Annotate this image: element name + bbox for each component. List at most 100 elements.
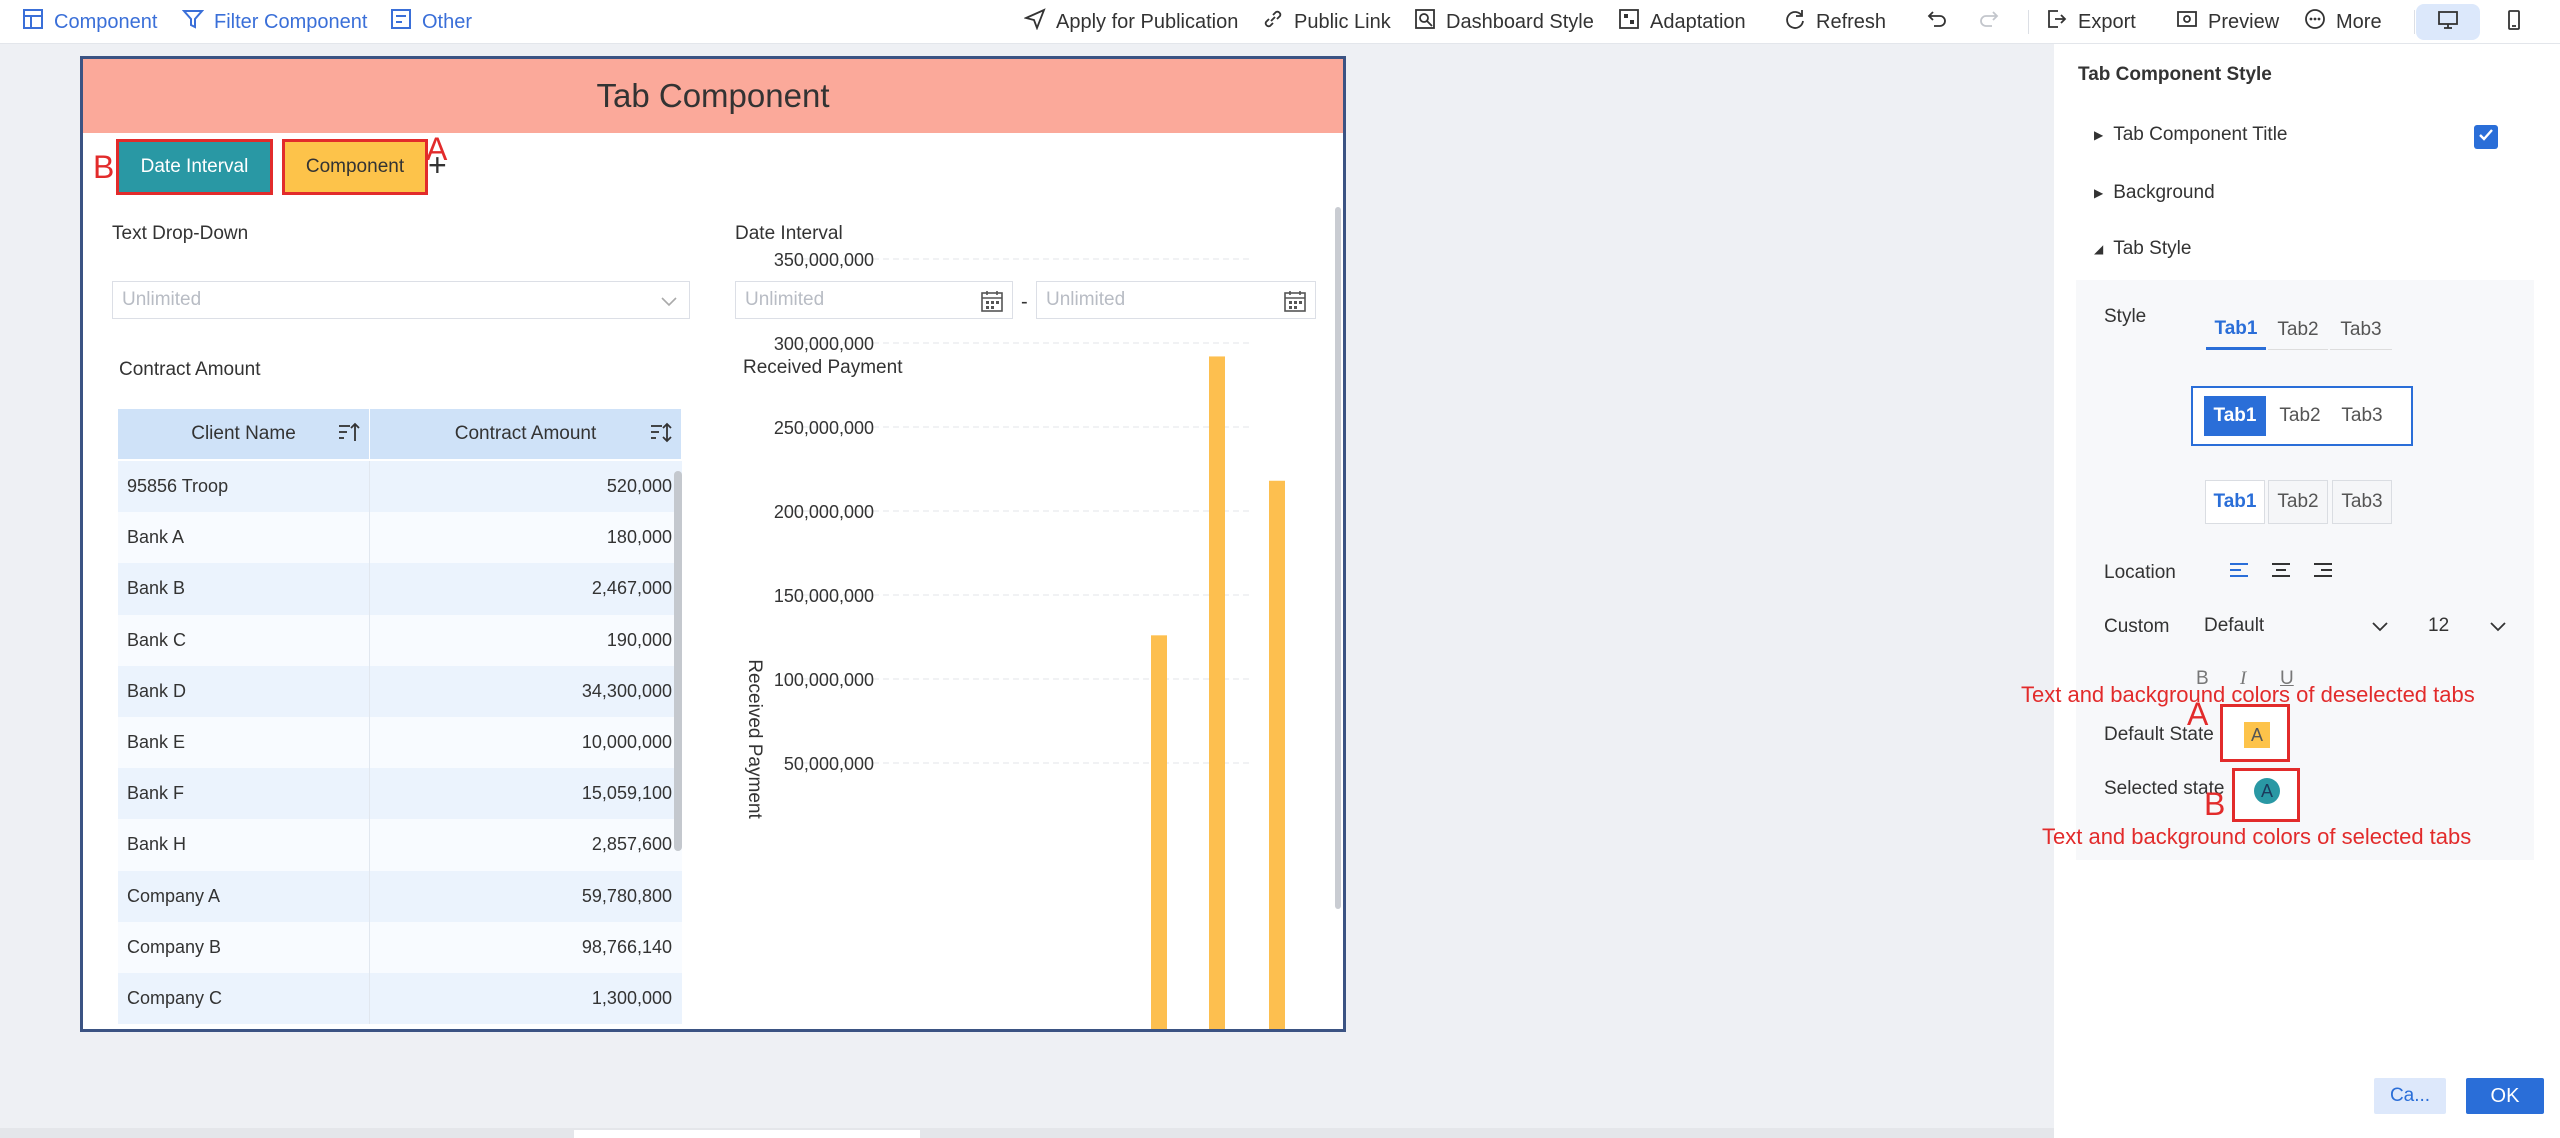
- chart-y-tick-label: 150,000,000: [774, 586, 874, 606]
- adaptation-button[interactable]: Adaptation: [1618, 0, 1746, 44]
- component-menu[interactable]: Component: [22, 0, 157, 44]
- font-family-select[interactable]: Default: [2190, 608, 2400, 644]
- caret-right-icon: ▶: [2094, 128, 2104, 142]
- refresh-button[interactable]: Refresh: [1784, 0, 1886, 44]
- table-row[interactable]: Company A 59,780,800: [118, 870, 682, 922]
- text-dropdown-placeholder: Unlimited: [122, 289, 202, 310]
- chart-bar[interactable]: [1269, 480, 1285, 1029]
- style2-tab2[interactable]: Tab2: [2279, 405, 2321, 426]
- font-size-select[interactable]: 12: [2414, 608, 2518, 644]
- cell-contract-amount: 2,857,600: [591, 834, 672, 855]
- section-tab-style[interactable]: ◢ Tab Style: [2094, 238, 2191, 260]
- other-add-icon: [390, 8, 412, 36]
- annotation-a-marker: A: [2187, 696, 2209, 732]
- bottom-page-tab[interactable]: [574, 1130, 920, 1138]
- table-row[interactable]: Company C 1,300,000: [118, 972, 682, 1025]
- chart-y-tick-label: 50,000,000: [784, 754, 874, 774]
- tab-component-title: Tab Component: [83, 59, 1343, 133]
- annotation-selected-text: Text and background colors of selected t…: [2042, 824, 2472, 849]
- section-background[interactable]: ▶ Background: [2094, 182, 2215, 204]
- table-scrollbar[interactable]: [674, 471, 682, 851]
- cancel-button[interactable]: Ca...: [2374, 1078, 2446, 1114]
- public-link-button[interactable]: Public Link: [1262, 0, 1391, 44]
- chart-bar[interactable]: [1151, 635, 1167, 1029]
- chart-bar[interactable]: [1209, 356, 1225, 1029]
- apply-publication-button[interactable]: Apply for Publication: [1023, 0, 1239, 44]
- style1-tab2[interactable]: Tab2: [2268, 310, 2328, 350]
- table-row[interactable]: Bank D 34,300,000: [118, 665, 682, 717]
- default-state-color-swatch[interactable]: A: [2244, 722, 2270, 748]
- bold-icon[interactable]: B: [2196, 668, 2209, 689]
- text-dropdown-select[interactable]: Unlimited: [112, 281, 690, 319]
- title-checkbox[interactable]: [2474, 125, 2498, 149]
- date-end-input[interactable]: Unlimited: [1036, 281, 1316, 319]
- column-header-contract-amount[interactable]: Contract Amount: [370, 409, 682, 459]
- apply-publication-label: Apply for Publication: [1056, 10, 1239, 33]
- preview-label: Preview: [2208, 10, 2280, 33]
- ok-button[interactable]: OK: [2466, 1078, 2544, 1114]
- chevron-down-icon: [2370, 618, 2390, 642]
- dashboard-style-label: Dashboard Style: [1446, 10, 1594, 33]
- cell-contract-amount: 190,000: [606, 629, 672, 650]
- default-state-label: Default State: [2104, 724, 2214, 745]
- tab-component[interactable]: Tab Component Date Interval Component B …: [80, 56, 1346, 1032]
- style3-tab1[interactable]: Tab1: [2205, 480, 2265, 524]
- bottom-page-strip: [0, 1128, 2054, 1138]
- redo-icon: [1978, 8, 2000, 36]
- undo-icon: [1926, 8, 1948, 36]
- more-label: More: [2336, 10, 2382, 33]
- column-header-label: Contract Amount: [454, 423, 597, 444]
- style1-tab3[interactable]: Tab3: [2330, 310, 2392, 350]
- mobile-view-button[interactable]: [2482, 4, 2546, 40]
- location-label: Location: [2104, 562, 2176, 583]
- align-left-icon[interactable]: [2228, 560, 2250, 587]
- selected-state-color-swatch[interactable]: A: [2254, 778, 2280, 804]
- column-header-client-name[interactable]: Client Name: [118, 409, 370, 459]
- cell-contract-amount: 1,300,000: [591, 987, 672, 1008]
- table-row[interactable]: 95856 Troop 520,000: [118, 461, 682, 513]
- annotation-a-marker: A: [426, 131, 448, 167]
- table-row[interactable]: Bank H 2,857,600: [118, 819, 682, 871]
- date-interval-label: Date Interval: [735, 223, 843, 244]
- style1-tab1[interactable]: Tab1: [2206, 310, 2266, 350]
- add-tab-plus-icon[interactable]: +: [428, 147, 447, 183]
- sort-icon[interactable]: [337, 421, 361, 451]
- style3-tab3[interactable]: Tab3: [2332, 480, 2392, 524]
- chart-title: Received Payment: [743, 357, 903, 378]
- table-header: Client Name Contract Amount: [118, 409, 682, 459]
- sort-icon[interactable]: [649, 421, 673, 451]
- table-row[interactable]: Bank C 190,000: [118, 614, 682, 666]
- align-center-icon[interactable]: [2270, 560, 2292, 587]
- style2-tab3[interactable]: Tab3: [2341, 405, 2383, 426]
- style3-tab2[interactable]: Tab2: [2268, 480, 2328, 524]
- undo-button[interactable]: [1926, 0, 1948, 44]
- desktop-view-button[interactable]: [2416, 4, 2480, 40]
- redo-button[interactable]: [1978, 0, 2000, 44]
- align-right-icon[interactable]: [2312, 560, 2334, 587]
- canvas-scrollbar[interactable]: [1335, 207, 1341, 909]
- tab-date-interval[interactable]: Date Interval: [116, 139, 273, 195]
- tab-component-tab[interactable]: Component: [282, 139, 428, 195]
- preview-button[interactable]: Preview: [2176, 0, 2279, 44]
- dashboard-style-button[interactable]: Dashboard Style: [1414, 0, 1594, 44]
- cell-contract-amount: 34,300,000: [581, 680, 672, 701]
- italic-icon[interactable]: I: [2240, 668, 2247, 689]
- caret-right-icon: ▶: [2094, 186, 2104, 200]
- table-row[interactable]: Bank A 180,000: [118, 512, 682, 564]
- text-dropdown-label: Text Drop-Down: [112, 223, 249, 244]
- underline-icon[interactable]: U: [2280, 668, 2294, 689]
- more-button[interactable]: More: [2304, 0, 2382, 44]
- export-button[interactable]: Export: [2046, 0, 2136, 44]
- filter-component-menu[interactable]: Filter Component: [181, 0, 367, 44]
- other-menu[interactable]: Other: [390, 0, 472, 44]
- table-row[interactable]: Company B 98,766,140: [118, 921, 682, 973]
- date-start-input[interactable]: Unlimited: [735, 281, 1013, 319]
- refresh-icon: [1784, 8, 1806, 36]
- table-row[interactable]: Bank E 10,000,000: [118, 716, 682, 769]
- style2-tab1[interactable]: Tab1: [2204, 396, 2266, 436]
- section-tab-component-title[interactable]: ▶ Tab Component Title: [2094, 124, 2288, 146]
- table-row[interactable]: Bank B 2,467,000: [118, 563, 682, 615]
- style-label: Style: [2104, 306, 2147, 327]
- preview-icon: [2176, 8, 2198, 36]
- table-row[interactable]: Bank F 15,059,100: [118, 768, 682, 820]
